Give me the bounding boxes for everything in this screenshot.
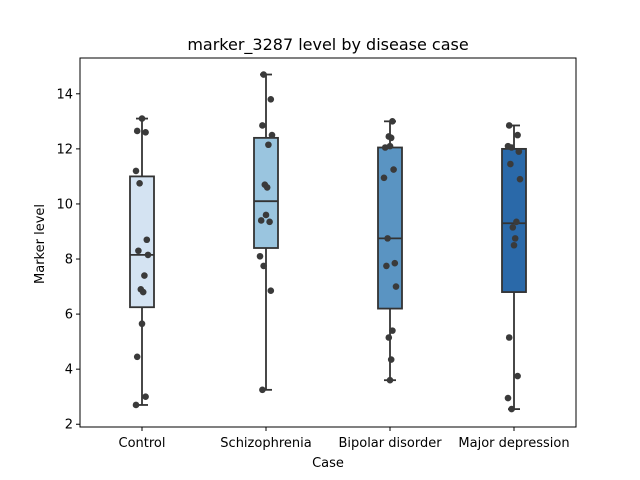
data-point: [391, 259, 399, 267]
y-tick-label: 8: [65, 253, 73, 268]
plot-area: [129, 71, 527, 413]
data-point: [383, 262, 390, 270]
y-axis: 2 4 6 8 10 12 14: [56, 87, 80, 433]
data-point: [505, 122, 513, 129]
data-point: [133, 353, 141, 361]
data-point: [384, 235, 391, 242]
data-point: [138, 115, 146, 122]
box-group: [129, 115, 155, 409]
data-point: [132, 401, 140, 409]
data-point: [141, 272, 148, 279]
data-point: [266, 218, 273, 226]
data-point: [256, 252, 264, 260]
data-point: [508, 405, 515, 413]
data-point: [260, 71, 267, 78]
data-point: [514, 131, 521, 139]
data-point: [139, 288, 147, 296]
box-iqr: [377, 146, 403, 310]
box-iqr: [253, 136, 279, 249]
y-tick-label: 4: [65, 363, 73, 378]
box-group: [253, 71, 279, 394]
data-point: [142, 129, 149, 136]
chart-title: marker_3287 level by disease case: [187, 35, 468, 55]
data-point: [387, 356, 395, 363]
data-point: [389, 118, 396, 125]
box-iqr: [129, 175, 155, 309]
data-point: [259, 386, 266, 394]
data-point: [259, 122, 266, 129]
data-point: [257, 217, 265, 224]
data-point: [132, 167, 140, 175]
data-point: [380, 174, 388, 182]
data-point: [133, 127, 141, 135]
x-tick-label: Bipolar disorder: [338, 436, 442, 451]
data-point: [265, 141, 272, 149]
data-point: [381, 144, 389, 151]
data-point: [144, 251, 152, 259]
box-group: [501, 122, 527, 413]
x-axis: Control Schizophrenia Bipolar disorder Majo…: [119, 427, 570, 451]
data-point: [136, 179, 143, 187]
x-tick-label: Major depression: [458, 436, 569, 451]
y-tick-label: 14: [56, 87, 73, 102]
box-group: [377, 118, 403, 384]
data-point: [267, 96, 275, 103]
y-tick-label: 12: [56, 142, 73, 157]
data-point: [508, 144, 515, 151]
data-point: [390, 166, 397, 173]
y-tick-label: 10: [56, 197, 73, 212]
data-point: [143, 236, 151, 244]
data-point: [514, 372, 521, 380]
data-point: [262, 211, 270, 219]
data-point: [392, 283, 400, 290]
y-axis-label: Marker level: [33, 204, 48, 284]
x-tick-label: Control: [119, 436, 166, 451]
y-tick-label: 2: [65, 418, 73, 433]
data-point: [385, 334, 393, 341]
plot-frame: [79, 57, 577, 428]
data-point: [507, 160, 514, 168]
data-point: [511, 235, 519, 242]
data-point: [263, 184, 271, 191]
data-point: [386, 376, 394, 384]
data-point: [505, 334, 513, 341]
y-tick-label: 6: [65, 308, 73, 323]
data-point: [389, 327, 396, 334]
data-point: [138, 320, 146, 328]
data-point: [267, 287, 275, 294]
data-point: [510, 241, 518, 249]
data-point: [142, 393, 149, 401]
data-point: [516, 175, 524, 183]
data-point: [268, 131, 276, 139]
data-point: [135, 247, 142, 255]
data-point: [515, 148, 523, 155]
x-axis-label: Case: [312, 456, 344, 471]
data-point: [504, 394, 512, 402]
data-point: [260, 262, 267, 270]
data-point: [387, 134, 395, 142]
data-point: [513, 218, 520, 226]
data-point: [509, 224, 517, 231]
x-tick-label: Schizophrenia: [220, 436, 311, 451]
